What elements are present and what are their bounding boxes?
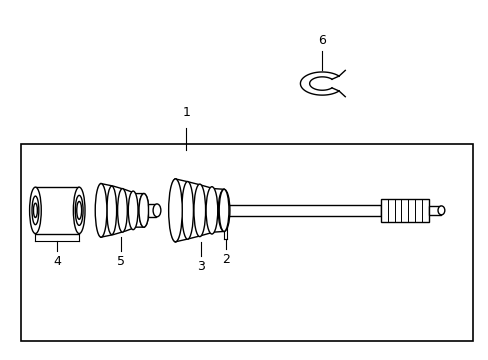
Bar — [35, 187, 79, 234]
Text: 6: 6 — [318, 34, 325, 47]
Ellipse shape — [139, 194, 148, 227]
Ellipse shape — [437, 206, 444, 215]
Ellipse shape — [205, 187, 217, 234]
Ellipse shape — [96, 184, 106, 237]
Bar — [227, 205, 380, 216]
Ellipse shape — [139, 194, 148, 227]
Ellipse shape — [117, 189, 127, 232]
Ellipse shape — [128, 191, 138, 230]
Ellipse shape — [169, 179, 181, 242]
Bar — [380, 199, 428, 222]
Bar — [428, 206, 441, 215]
Ellipse shape — [95, 184, 107, 237]
Bar — [21, 144, 472, 341]
Ellipse shape — [75, 195, 83, 225]
Ellipse shape — [219, 189, 228, 231]
Ellipse shape — [168, 179, 182, 242]
Ellipse shape — [218, 189, 229, 231]
Ellipse shape — [153, 204, 161, 217]
Text: 5: 5 — [116, 255, 124, 268]
Text: 2: 2 — [222, 253, 229, 266]
Bar — [147, 204, 156, 217]
Text: 1: 1 — [182, 106, 190, 119]
Text: 3: 3 — [196, 260, 204, 273]
Ellipse shape — [73, 187, 85, 234]
Ellipse shape — [30, 187, 41, 234]
Text: 4: 4 — [53, 255, 61, 268]
Ellipse shape — [107, 186, 116, 235]
Ellipse shape — [194, 184, 205, 237]
Ellipse shape — [182, 181, 193, 239]
